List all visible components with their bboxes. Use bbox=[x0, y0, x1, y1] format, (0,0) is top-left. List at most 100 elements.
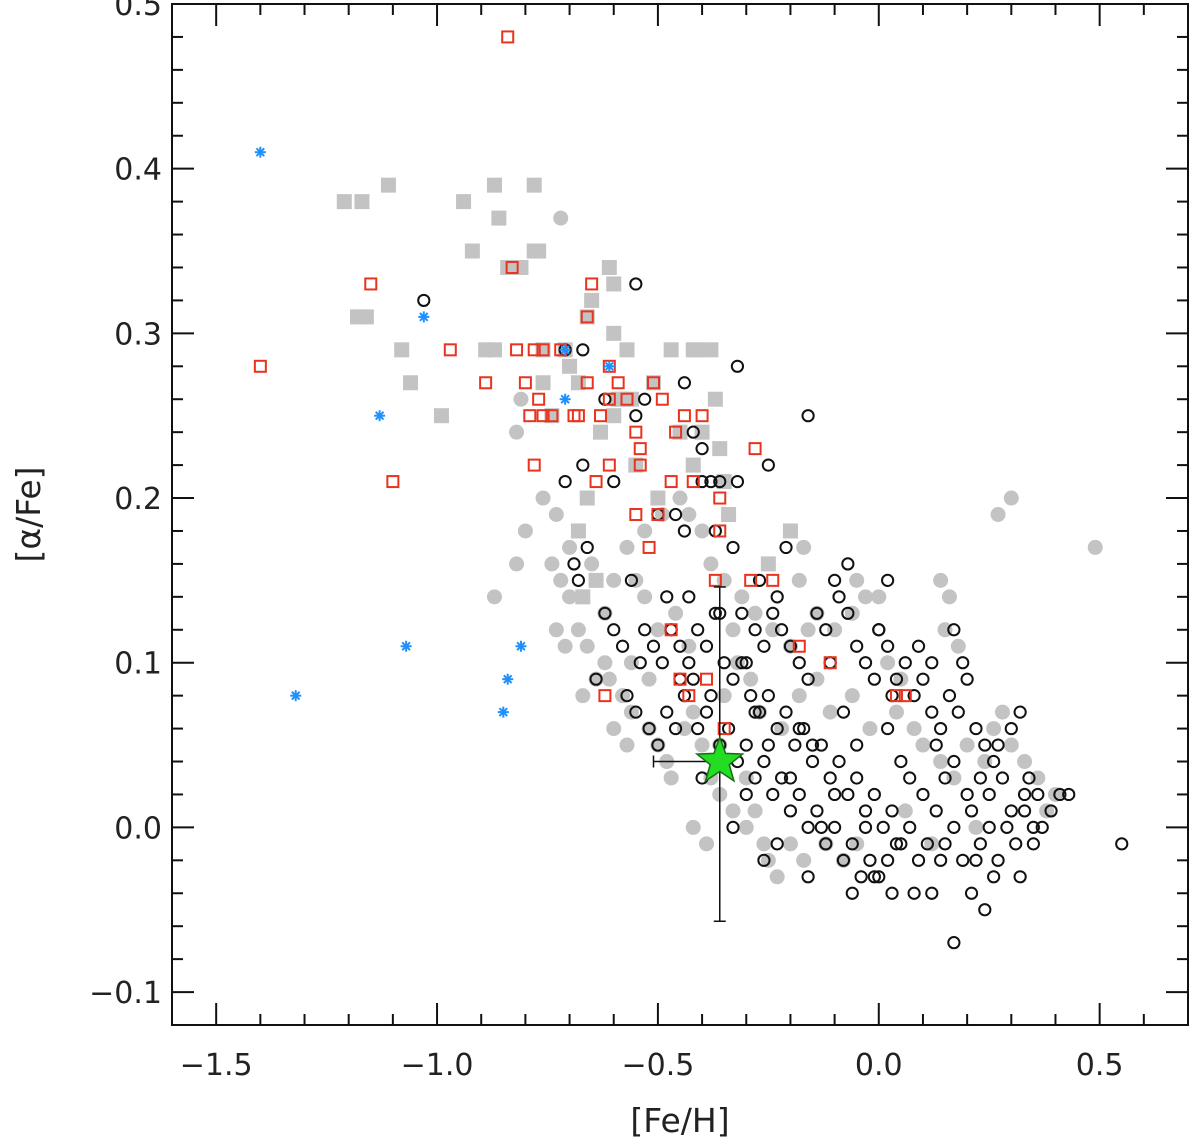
gray-circle-point bbox=[968, 819, 984, 835]
open-circle-point bbox=[708, 524, 722, 538]
gray-circle-point bbox=[893, 671, 909, 687]
gray-circle-point bbox=[994, 704, 1010, 720]
open-circle-point bbox=[876, 820, 890, 834]
gray-circle-point bbox=[606, 721, 622, 737]
gray-circle-point bbox=[822, 704, 838, 720]
gray-circle-point bbox=[769, 869, 785, 885]
gray-square-point bbox=[782, 523, 798, 539]
open-circle-point bbox=[761, 689, 775, 703]
red-square-point bbox=[700, 672, 714, 686]
open-circle-point bbox=[828, 820, 842, 834]
open-circle-point bbox=[783, 639, 798, 653]
open-circle-point bbox=[956, 656, 970, 670]
red-square-point bbox=[898, 689, 912, 703]
gray-circle-point bbox=[685, 704, 701, 720]
open-circle-point bbox=[903, 820, 917, 834]
open-circle-point bbox=[978, 903, 992, 917]
open-circle-point bbox=[841, 606, 855, 620]
open-circle-point bbox=[858, 804, 873, 818]
open-circle-point bbox=[629, 705, 643, 719]
open-circle-point bbox=[987, 870, 1001, 884]
open-circle-point bbox=[1035, 820, 1049, 834]
gray-circle-point bbox=[725, 622, 741, 638]
red-square-point bbox=[664, 475, 678, 489]
gray-square-point bbox=[486, 342, 502, 358]
open-circle-point bbox=[775, 771, 789, 785]
open-circle-point bbox=[881, 721, 895, 736]
red-square-point bbox=[545, 409, 559, 423]
open-circle-point bbox=[801, 672, 815, 686]
axis-ticks bbox=[171, 3, 1189, 1026]
open-circle-point bbox=[417, 293, 431, 308]
open-circle-point bbox=[571, 573, 586, 587]
gray-square-point bbox=[456, 194, 472, 210]
gray-circle-point bbox=[986, 721, 1002, 737]
open-circle-point bbox=[748, 623, 762, 637]
open-circle-point bbox=[704, 474, 718, 489]
gray-circle-point bbox=[650, 622, 666, 638]
red-square-point bbox=[523, 409, 537, 423]
gray-circle-point bbox=[641, 671, 657, 687]
gray-circle-point bbox=[871, 589, 887, 605]
red-square-point bbox=[505, 260, 519, 274]
open-circle-point bbox=[761, 458, 775, 472]
open-circle-point bbox=[668, 507, 683, 522]
open-circle-point bbox=[558, 474, 572, 489]
gray-circle-point bbox=[637, 589, 653, 605]
red-square-point bbox=[620, 392, 634, 406]
open-circle-point bbox=[708, 606, 722, 620]
gray-square-point bbox=[394, 342, 410, 358]
open-circle-point bbox=[739, 787, 753, 802]
gray-circle-point bbox=[668, 605, 684, 621]
gray-square-point bbox=[685, 457, 701, 473]
gray-circle-point bbox=[959, 737, 975, 753]
open-circle-point bbox=[638, 392, 652, 406]
red-square-point bbox=[708, 573, 722, 587]
red-square-point bbox=[611, 376, 625, 390]
open-circle-point bbox=[951, 705, 965, 719]
open-circle-point bbox=[788, 738, 802, 752]
open-circle-point bbox=[1031, 787, 1045, 802]
y-tick-label: −0.1 bbox=[89, 976, 162, 1011]
open-circle-point bbox=[783, 804, 798, 818]
gray-square-point bbox=[433, 408, 449, 424]
red-square-point bbox=[580, 376, 594, 390]
red-square-point bbox=[629, 508, 643, 521]
open-circle-point bbox=[947, 623, 961, 637]
open-circle-point bbox=[885, 886, 899, 900]
gray-square-point bbox=[584, 292, 600, 308]
gray-circle-point bbox=[716, 688, 732, 704]
open-circle-point bbox=[576, 458, 590, 472]
open-circle-point bbox=[1026, 837, 1040, 851]
open-circle-point bbox=[682, 656, 696, 670]
open-circle-point bbox=[1013, 870, 1027, 884]
gray-circle-point bbox=[513, 391, 529, 407]
open-circle-point bbox=[925, 656, 939, 670]
gray-circle-point bbox=[579, 638, 595, 654]
gray-circle-point bbox=[575, 688, 591, 704]
open-circle-point bbox=[982, 787, 996, 802]
red-square-point bbox=[646, 376, 660, 390]
gray-circle-point bbox=[548, 622, 564, 638]
red-square-point bbox=[713, 524, 727, 538]
red-square-point bbox=[633, 442, 647, 456]
gray-circle-point bbox=[544, 556, 560, 572]
open-circle-point bbox=[1017, 804, 1032, 818]
open-circle-point bbox=[898, 656, 912, 670]
gray-circle-point bbox=[654, 507, 670, 522]
open-circle-point bbox=[903, 771, 917, 785]
gray-circle-point bbox=[738, 819, 754, 835]
red-square-point bbox=[510, 343, 524, 357]
open-circle-point bbox=[828, 787, 842, 802]
red-square-point bbox=[664, 623, 678, 637]
open-circle-point bbox=[929, 804, 943, 818]
red-square-point bbox=[823, 656, 837, 670]
open-circle-point bbox=[885, 804, 899, 818]
gray-square-point bbox=[486, 177, 502, 193]
open-circle-point bbox=[987, 754, 1001, 769]
open-circle-point bbox=[863, 853, 877, 867]
gray-circle-point bbox=[915, 737, 931, 753]
open-circle-point bbox=[925, 886, 939, 900]
open-circle-point bbox=[660, 705, 674, 719]
open-circle-point bbox=[704, 689, 718, 703]
